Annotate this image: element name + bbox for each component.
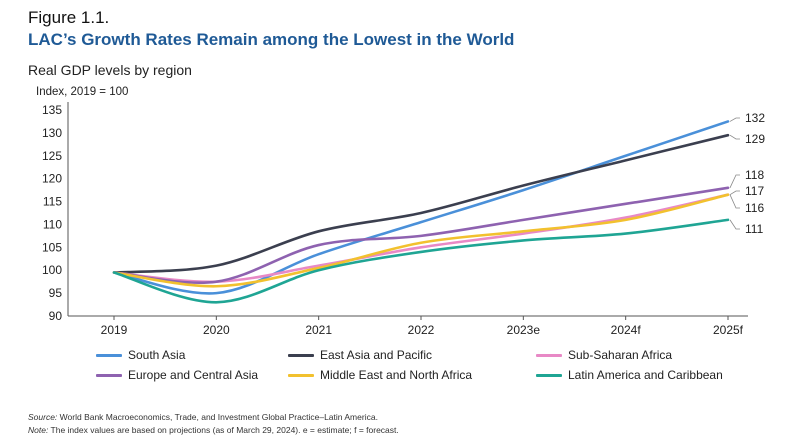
chart-end-labels: 132 129 116 118 117 111 [729,111,765,236]
legend-item: Middle East and North Africa [288,368,472,382]
legend-item: South Asia [96,348,185,362]
source-text: World Bank Macroeconomics, Trade, and In… [57,412,378,422]
legend-label: Sub-Saharan Africa [568,348,673,362]
legend-swatch [96,353,122,357]
legend-item: Europe and Central Asia [96,368,258,382]
x-tick-label: 2019 [101,323,128,337]
chart-series-lines [112,120,730,304]
end-label-leader [729,190,740,196]
x-tick-label: 2022 [408,323,435,337]
x-tick-label: 2023e [507,323,541,337]
legend-item: Sub-Saharan Africa [536,348,672,362]
legend-item: East Asia and Pacific [288,348,432,362]
x-tick-label: 2021 [305,323,332,337]
end-value-label: 116 [745,201,764,215]
x-tick-label: 2024f [611,323,642,337]
legend-swatch [536,353,562,357]
end-value-label: 117 [745,184,764,198]
legend-swatch [288,353,314,357]
x-tick-label: 2020 [203,323,230,337]
end-label-leader [729,134,740,140]
chart-subtitle: Real GDP levels by region [28,62,192,78]
legend-item: Latin America and Caribbean [536,368,723,382]
legend-swatch [536,373,562,377]
legend-swatch [288,373,314,377]
series-line [112,218,730,304]
figure-label: Figure 1.1. [28,8,110,27]
y-tick-label: 120 [42,172,62,186]
footnote: Note: The index values are based on proj… [28,425,399,435]
series-line [112,193,730,288]
y-tick-label: 130 [42,126,62,140]
y-tick-label: 115 [43,195,62,209]
legend-label: Latin America and Caribbean [568,368,723,382]
x-tick-label: 2025f [713,323,744,337]
legend-label: Europe and Central Asia [128,368,259,382]
y-tick-label: 95 [49,286,63,300]
y-tick-label: 135 [42,103,62,117]
note-text: The index values are based on projection… [48,425,399,435]
end-label-leader [729,174,740,188]
legend-swatch [96,373,122,377]
y-tick-label: 90 [49,309,63,323]
source-label: Source: [28,412,58,422]
series-line [112,193,730,284]
note-label: Note: [28,425,49,435]
end-value-label: 132 [745,111,765,125]
chart-legend: South Asia East Asia and Pacific Sub-Sahar… [96,348,776,388]
end-value-label: 111 [745,222,764,236]
series-line [112,133,730,274]
y-tick-label: 110 [43,217,62,231]
legend-label: South Asia [128,348,186,362]
end-value-label: 129 [745,132,765,146]
end-label-leader [729,194,740,209]
y-tick-label: 125 [42,149,62,163]
chart-axes: 90 95 100 105 110 115 120 125 130 135 2019 2020 2021… [42,102,748,337]
legend-label: Middle East and North Africa [320,368,473,382]
y-axis-label: Index, 2019 = 100 [36,86,129,98]
series-line [112,120,730,295]
end-label-leader [729,219,740,230]
source-note: Source: World Bank Macroeconomics, Trade… [28,412,378,422]
end-value-label: 118 [745,168,764,182]
legend-label: East Asia and Pacific [320,348,433,362]
y-tick-label: 100 [42,263,62,277]
y-tick-label: 105 [42,240,62,254]
chart-title: LAC’s Growth Rates Remain among the Lowe… [28,30,515,49]
end-label-leader [729,117,740,122]
series-line [112,186,730,284]
